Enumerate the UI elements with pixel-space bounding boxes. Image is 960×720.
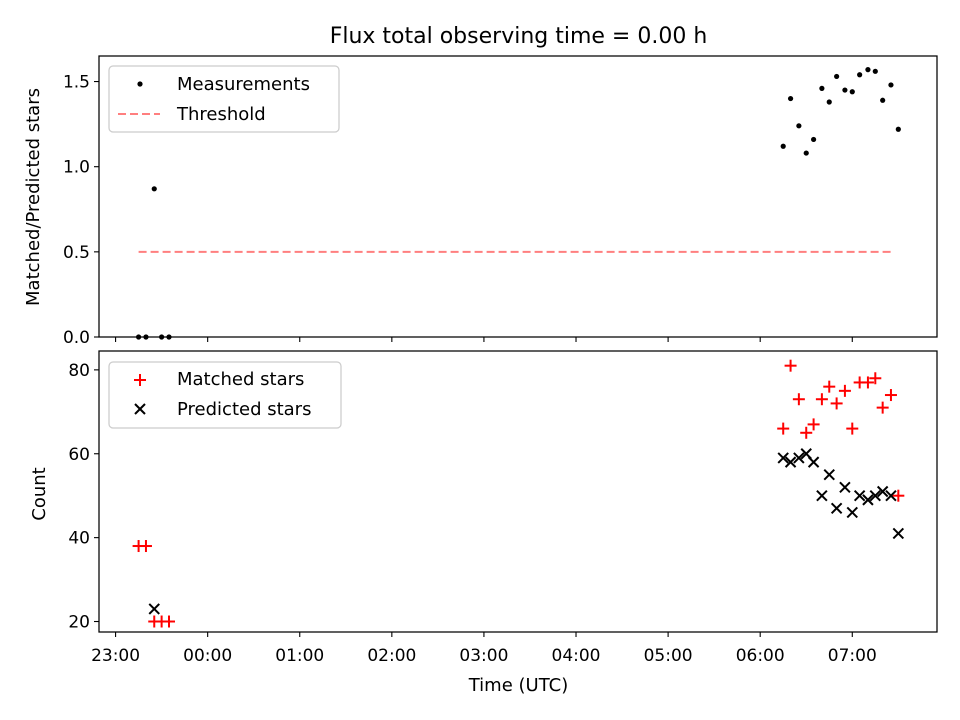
matched-star-point	[800, 426, 813, 439]
matched-star-point	[830, 397, 843, 410]
predicted-star-point	[892, 527, 905, 540]
measurement-point	[787, 95, 794, 102]
predicted-star-point	[853, 489, 866, 502]
bottom-legend-box	[108, 361, 342, 429]
top-ytick-label: 0.0	[63, 328, 90, 348]
measurement-point	[803, 150, 809, 156]
matched-star-point	[846, 422, 859, 435]
measurement-point	[819, 85, 825, 91]
predicted-star-point	[885, 489, 897, 502]
legend-predicted-marker	[134, 403, 146, 415]
predicted-star-point	[823, 469, 835, 481]
bottom-marks	[132, 359, 905, 628]
matched-star-point	[876, 401, 889, 414]
bottom-xtick-label: 07:00	[828, 646, 877, 666]
top-ylabel: Matched/Predicted stars	[23, 88, 44, 306]
predicted-star-point	[807, 456, 820, 468]
measurement-point	[872, 68, 878, 74]
measurement-point	[151, 186, 157, 192]
bottom-ytick-label: 60	[68, 445, 90, 465]
legend-predicted-label: Predicted stars	[177, 399, 311, 420]
top-panel: 0.0 0.5 1.0 1.5 Measurements Threshold	[63, 55, 938, 348]
top-axes: 0.0 0.5 1.0 1.5	[63, 73, 853, 348]
bottom-xtick-label: 06:00	[736, 646, 785, 666]
legend-matched-marker	[134, 374, 146, 386]
matched-star-point	[139, 540, 152, 553]
bottom-ylabel: Count	[29, 467, 50, 520]
bottom-xtick-label: 01:00	[275, 646, 324, 666]
top-ytick-label: 1.0	[63, 158, 90, 178]
top-marks	[135, 67, 901, 340]
predicted-star-point	[839, 481, 851, 494]
matched-star-point	[777, 422, 790, 435]
predicted-star-point	[148, 603, 160, 615]
predicted-star-point	[777, 452, 789, 464]
matched-star-point	[861, 376, 874, 389]
bottom-xlabel: Time (UTC)	[468, 675, 569, 696]
measurement-point	[780, 143, 786, 149]
bottom-xtick-label: 00:00	[183, 646, 232, 666]
bottom-panel: 20 40 60 80 23:00 00:00 01:00 02:00 03:00 04:00 05…	[68, 350, 938, 666]
measurement-point	[826, 99, 832, 105]
measurement-point	[895, 126, 901, 132]
matched-star-point	[869, 372, 882, 385]
matched-star-point	[784, 359, 797, 372]
matched-star-point	[815, 393, 828, 406]
legend-measurements-label: Measurements	[177, 74, 310, 95]
bottom-ytick-label: 20	[68, 613, 90, 633]
bottom-axes: 20 40 60 80 23:00 00:00 01:00 02:00 03:00 04:00 05…	[68, 361, 876, 666]
measurement-point	[857, 72, 863, 78]
matched-star-point	[807, 418, 820, 431]
predicted-star-point	[784, 456, 797, 468]
legend-measurements-marker	[137, 81, 143, 87]
bottom-xtick-label: 23:00	[91, 646, 140, 666]
top-ytick-label: 0.5	[63, 243, 90, 263]
top-legend: Measurements Threshold	[108, 65, 340, 133]
matched-star-point	[162, 615, 175, 628]
top-legend-box	[108, 65, 340, 133]
top-frame	[98, 55, 938, 338]
predicted-star-point	[876, 485, 889, 498]
measurement-point	[865, 67, 871, 73]
measurement-point	[842, 87, 848, 93]
bottom-ytick-label: 40	[68, 529, 90, 549]
predicted-star-point	[869, 489, 882, 502]
bottom-xtick-label: 04:00	[552, 646, 601, 666]
predicted-star-point	[862, 494, 874, 506]
matched-star-point	[884, 389, 897, 402]
bottom-xtick-label: 02:00	[367, 646, 416, 666]
predicted-star-point	[830, 502, 843, 514]
top-ytick-label: 1.5	[63, 73, 90, 93]
predicted-star-point	[816, 489, 828, 502]
measurement-point	[849, 89, 855, 95]
measurement-point	[811, 136, 817, 143]
matched-star-point	[792, 393, 805, 406]
legend-threshold-label: Threshold	[176, 104, 266, 125]
measurement-point	[880, 97, 886, 103]
measurement-point	[888, 82, 894, 88]
bottom-xtick-label: 05:00	[644, 646, 693, 666]
chart-title: Flux total observing time = 0.00 h	[330, 24, 708, 49]
bottom-frame	[98, 350, 938, 633]
measurement-point	[796, 123, 802, 129]
matched-star-point	[892, 489, 905, 502]
matched-star-point	[838, 384, 851, 397]
bottom-legend: Matched stars Predicted stars	[108, 361, 342, 429]
bottom-xtick-label: 03:00	[459, 646, 508, 666]
matched-star-point	[823, 380, 836, 393]
bottom-ytick-label: 80	[68, 361, 90, 381]
measurement-point	[834, 73, 840, 80]
predicted-star-point	[793, 452, 805, 464]
predicted-star-point	[846, 506, 858, 519]
legend-matched-label: Matched stars	[177, 369, 304, 390]
